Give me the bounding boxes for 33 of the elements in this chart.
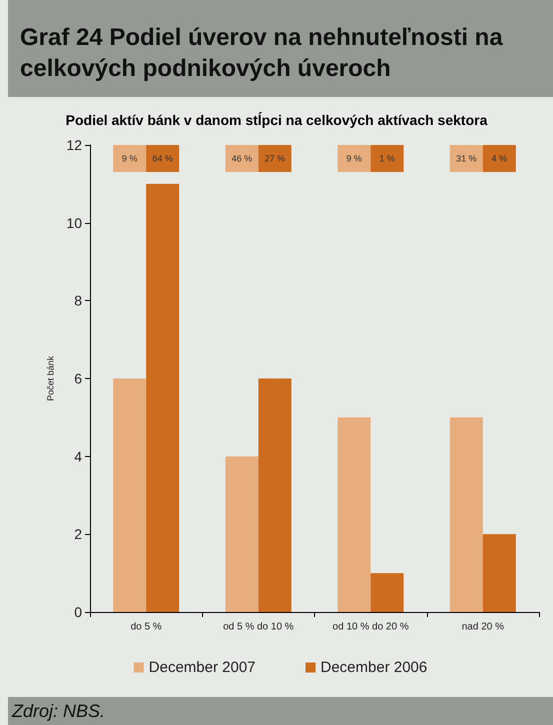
chart-subtitle: Podiel aktív bánk v danom stĺpci na celkových aktívach sektora	[64, 112, 488, 128]
y-tick-label: 0	[74, 604, 82, 620]
legend-label: December 2006	[320, 659, 428, 676]
x-tick-label: od 10 % do 20 %	[332, 622, 409, 632]
y-tick-label: 12	[66, 137, 82, 153]
bar	[338, 417, 371, 612]
annotation: 46 %	[232, 154, 252, 164]
bar	[482, 534, 516, 612]
annotation: 9 %	[346, 154, 362, 164]
legend-label: December 2007	[148, 659, 256, 676]
y-tick-label: 10	[66, 214, 82, 231]
y-axis-title: Počet bánk	[46, 355, 56, 402]
y-tick-label: 2	[74, 526, 82, 542]
bar	[370, 573, 404, 612]
bar	[146, 184, 180, 612]
x-tick-label: do 5 %	[130, 622, 162, 632]
text: Zdroj: NBS.	[8, 697, 553, 725]
y-tick-label: 4	[74, 448, 82, 464]
bar	[113, 378, 146, 612]
annotation: 27 %	[264, 154, 286, 164]
y-tick-label: 6	[74, 370, 82, 386]
annotation: 1 %	[379, 154, 395, 164]
annotation: 9 %	[122, 154, 138, 164]
x-tick-label: nad 20 %	[462, 622, 504, 632]
annotation: 31 %	[456, 154, 477, 164]
x-tick-label: od 5 % do 10 %	[223, 622, 294, 632]
bar	[450, 417, 483, 612]
bar	[258, 378, 292, 612]
annotation: 64 %	[152, 154, 173, 164]
bar	[225, 456, 258, 612]
y-tick-label: 8	[74, 292, 82, 309]
chart-title: Graf 24 Podiel úverov na nehnuteľnosti na celkových podnikových úveroch	[8, 0, 553, 97]
annotation: 4 %	[492, 154, 508, 164]
